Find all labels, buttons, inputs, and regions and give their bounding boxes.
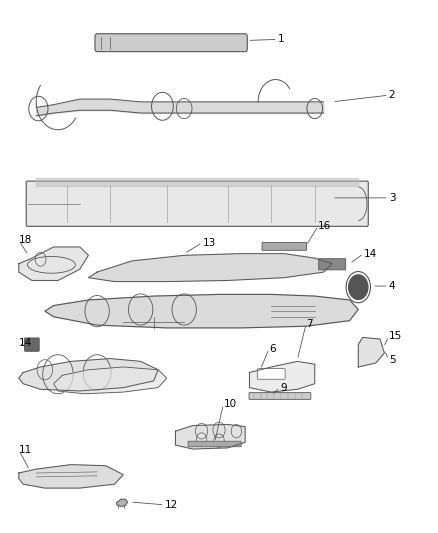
FancyBboxPatch shape [249,393,311,399]
Circle shape [349,275,368,300]
Polygon shape [250,361,315,392]
FancyBboxPatch shape [262,243,307,251]
Polygon shape [19,465,123,488]
Polygon shape [88,254,332,281]
Polygon shape [358,337,385,367]
Text: 16: 16 [318,221,332,231]
FancyBboxPatch shape [319,259,346,270]
FancyBboxPatch shape [25,338,39,351]
Text: 7: 7 [306,319,313,329]
Text: 5: 5 [389,354,396,365]
Text: 15: 15 [389,332,402,341]
Text: 12: 12 [165,500,178,510]
Text: 13: 13 [202,238,215,247]
FancyBboxPatch shape [188,441,241,447]
Text: 18: 18 [19,235,32,245]
FancyBboxPatch shape [95,34,247,52]
Text: 1: 1 [278,34,284,44]
Text: 14: 14 [19,338,32,348]
Text: 4: 4 [389,281,396,291]
Polygon shape [117,499,127,506]
Text: 6: 6 [269,344,276,353]
Text: 3: 3 [389,193,396,203]
Text: 10: 10 [223,399,237,409]
FancyBboxPatch shape [26,181,368,227]
Polygon shape [53,367,167,394]
Polygon shape [19,359,158,391]
Polygon shape [45,294,358,328]
Text: 11: 11 [19,445,32,455]
Text: 14: 14 [364,249,377,259]
Text: 2: 2 [389,90,396,100]
Polygon shape [176,424,245,449]
Text: 9: 9 [280,383,286,393]
FancyBboxPatch shape [257,369,285,379]
Polygon shape [19,247,88,280]
